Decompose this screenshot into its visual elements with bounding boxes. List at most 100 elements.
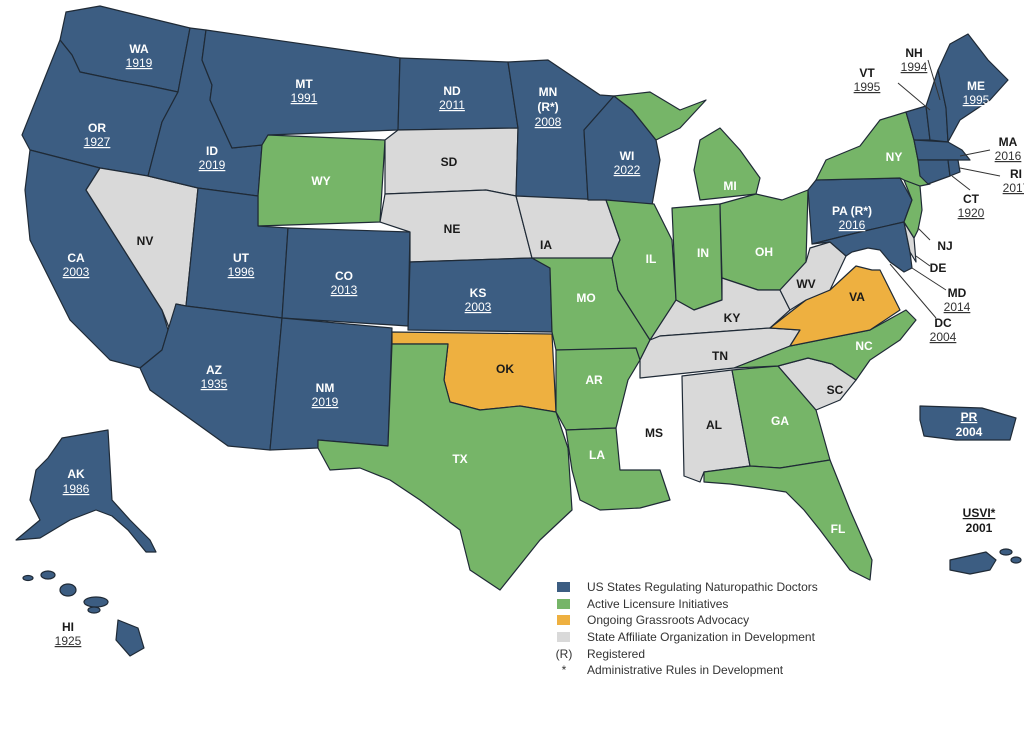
state-mi[interactable]: [613, 91, 707, 141]
state-ma[interactable]: [913, 139, 971, 161]
legend-swatch-grassroots: [557, 615, 570, 626]
label-ca: CA: [67, 251, 85, 265]
label-fl: FL: [831, 522, 846, 536]
label-tx: TX: [452, 452, 467, 466]
legend-symbol-registered: (R): [555, 646, 573, 661]
state-ri[interactable]: [947, 159, 961, 177]
year-ct: 1920: [958, 206, 985, 220]
label-al: AL: [706, 418, 722, 432]
label-ny: NY: [886, 150, 903, 164]
label-mt: MT: [295, 77, 313, 91]
state-tx[interactable]: [317, 343, 573, 591]
label-ri: RI: [1010, 167, 1022, 181]
label-vt: VT: [859, 66, 875, 80]
year-wi: 2022: [614, 163, 641, 177]
legend-symbol-asterisk: *: [561, 663, 567, 678]
legend-label: State Affiliate Organization in Developm…: [587, 630, 815, 645]
label-ky: KY: [724, 311, 741, 325]
state-fl[interactable]: [703, 459, 873, 581]
note-mn: (R*): [537, 100, 558, 114]
label-me: ME: [967, 79, 985, 93]
label-va: VA: [849, 290, 865, 304]
year-nm: 2019: [312, 395, 339, 409]
leader-ct: [951, 175, 971, 191]
label-nh: NH: [905, 46, 922, 60]
state-hi[interactable]: [22, 570, 145, 657]
label-nj: NJ: [937, 239, 952, 253]
label-tn: TN: [712, 349, 728, 363]
label-md: MD: [948, 286, 967, 300]
year-nd: 2011: [439, 98, 465, 112]
label-pr: PR: [961, 410, 978, 424]
state-mi-lower[interactable]: [693, 127, 761, 201]
leader-md: [911, 267, 947, 291]
label-dc: DC: [934, 316, 952, 330]
year-mt: 1991: [291, 91, 318, 105]
label-usvi: USVI*: [963, 506, 996, 520]
year-ks: 2003: [465, 300, 492, 314]
label-nv: NV: [137, 234, 154, 248]
label-or: OR: [88, 121, 106, 135]
label-mo: MO: [576, 291, 595, 305]
legend-swatch-affiliate: [557, 632, 570, 643]
year-ak: 1986: [63, 482, 90, 496]
territory-usvi[interactable]: [949, 548, 1022, 575]
leader-nj: [917, 227, 931, 241]
year-vt: 1995: [854, 80, 881, 94]
state-la[interactable]: [565, 427, 671, 511]
legend-item-admin-rules: * Administrative Rules in Development: [554, 662, 818, 679]
year-dc: 2004: [930, 330, 957, 344]
legend-item-registered: (R) Registered: [554, 645, 818, 662]
legend-label: US States Regulating Naturopathic Doctor…: [587, 580, 818, 595]
year-ri: 2017: [1003, 181, 1024, 195]
territory-pr[interactable]: [919, 405, 1017, 441]
label-nm: NM: [316, 381, 335, 395]
year-pr: 2004: [956, 425, 983, 439]
state-ak[interactable]: [15, 429, 157, 553]
year-or: 1927: [84, 135, 111, 149]
legend-label: Registered: [587, 646, 646, 661]
year-md: 2014: [944, 300, 971, 314]
legend-item-affiliate: State Affiliate Organization in Developm…: [554, 629, 818, 646]
label-ga: GA: [771, 414, 789, 428]
label-hi: HI: [62, 620, 74, 634]
label-wa: WA: [129, 42, 149, 56]
state-ia[interactable]: [515, 195, 621, 263]
label-ar: AR: [585, 373, 603, 387]
label-ut: UT: [233, 251, 250, 265]
label-id: ID: [206, 144, 218, 158]
leader-de: [915, 255, 931, 267]
legend-label: Ongoing Grassroots Advocacy: [587, 613, 750, 628]
year-pa: 2016: [839, 218, 866, 232]
leader-nh: [927, 59, 941, 101]
label-ne: NE: [444, 222, 461, 236]
state-nj[interactable]: [903, 179, 923, 239]
label-wy: WY: [311, 174, 330, 188]
year-mn: 2008: [535, 115, 562, 129]
label-oh: OH: [755, 245, 773, 259]
year-me: 1995: [963, 93, 990, 107]
label-az: AZ: [206, 363, 222, 377]
label-mn: MN: [539, 85, 558, 99]
label-ct: CT: [963, 192, 980, 206]
state-me[interactable]: [937, 33, 1009, 143]
year-hi: 1925: [55, 634, 82, 648]
legend-label: Active Licensure Initiatives: [587, 596, 729, 611]
label-ks: KS: [470, 286, 487, 300]
legend-swatch-licensure: [557, 598, 570, 609]
year-az: 1935: [201, 377, 228, 391]
legend-swatch-regulating: [557, 582, 570, 593]
leader-ma: [959, 149, 991, 157]
legend-item-licensure: Active Licensure Initiatives: [554, 596, 818, 613]
year-ma: 2016: [995, 149, 1022, 163]
label-ms: MS: [645, 426, 663, 440]
state-ct[interactable]: [917, 159, 951, 185]
year-ca: 2003: [63, 265, 90, 279]
state-ar[interactable]: [555, 347, 641, 431]
year-id: 2019: [199, 158, 226, 172]
label-wv: WV: [796, 277, 815, 291]
label-la: LA: [589, 448, 605, 462]
label-sc: SC: [827, 383, 844, 397]
label-nd: ND: [443, 84, 461, 98]
